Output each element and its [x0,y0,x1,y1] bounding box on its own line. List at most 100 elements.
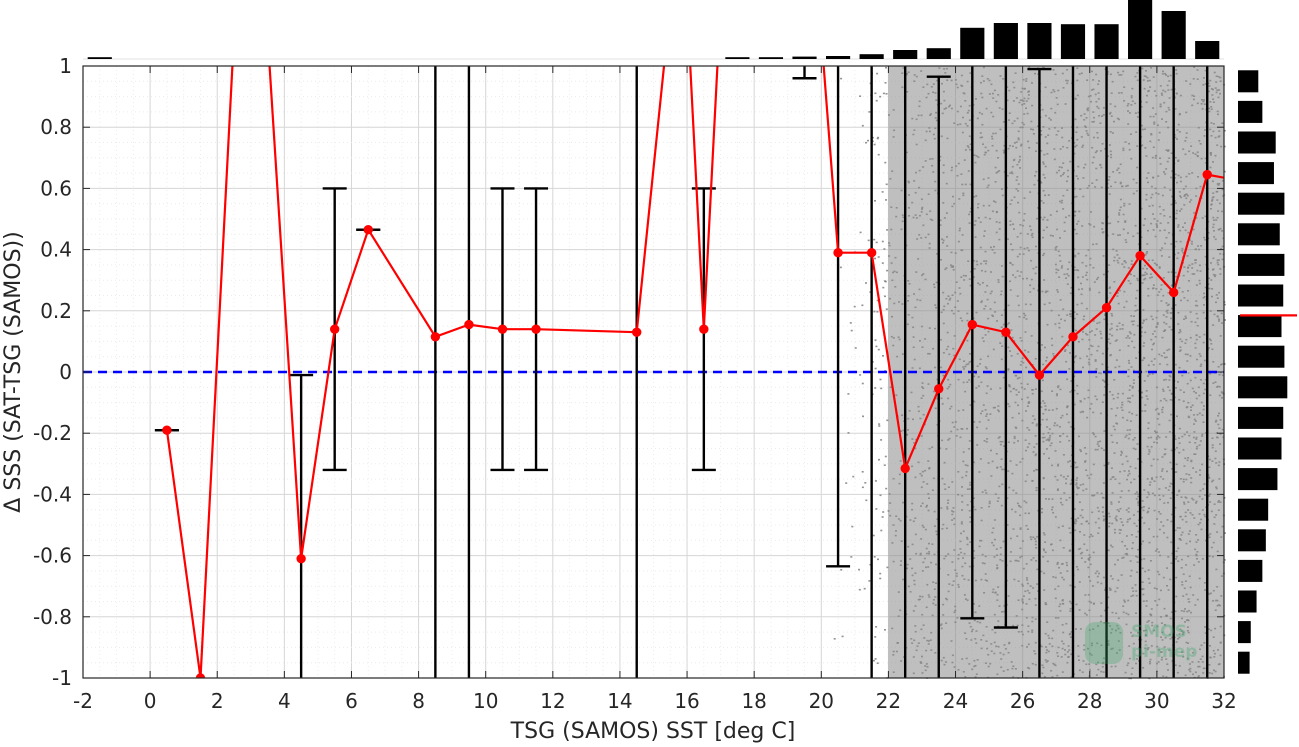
scatter-point [865,141,867,144]
scatter-point [883,248,886,250]
mean-point [833,247,843,258]
top-histogram-bar [926,48,951,59]
scatter-point [879,572,882,575]
scatter-point [881,516,884,518]
scatter-point [853,305,856,308]
right-histogram-bar [1238,70,1259,93]
scatter-point [833,638,836,640]
scatter-point [858,588,861,591]
scatter-point [1223,129,1226,132]
scatter-point [885,183,888,186]
y-axis-label: Δ SSS (SAT-TSG (SAMOS)) [1,231,26,512]
top-histogram-bar [893,50,918,59]
scatter-point [886,229,889,231]
scatter-point [885,66,887,69]
scatter-point [874,257,876,260]
scatter-point [879,494,882,497]
scatter-point [874,480,877,482]
top-histogram-bar [1128,0,1153,59]
mean-point [497,324,508,334]
scatter-point [874,636,877,638]
x-tick-label: 18 [741,689,766,713]
scatter-point [875,241,878,244]
right-histogram-bar [1238,223,1280,246]
scatter-point [867,239,870,242]
mean-point [967,319,978,330]
right-histogram-bar [1238,498,1269,521]
watermark-line2: pi-mep [1131,642,1197,662]
watermark-logo: SMOS pi-mep [1085,622,1197,664]
mean-point [866,247,877,258]
scatter-point [1224,319,1226,321]
scatter-point [880,439,883,441]
x-tick-label: 30 [1144,689,1169,713]
scatter-point [877,348,880,351]
scatter-point [874,367,877,370]
scatter-point [877,558,879,561]
x-tick-label: 2 [211,689,224,713]
right-histogram [1238,70,1297,674]
scatter-point [861,124,864,127]
scatter-point [859,95,862,97]
y-tick-labels: -1 -0.8 -0.6 -0.4 -0.2 0 0.2 0.4 0.6 0.8 1 [33,54,72,690]
scatter-point [840,77,843,80]
mean-point [162,425,172,435]
right-histogram-bar [1238,651,1250,674]
scatter-point [858,568,860,571]
x-tick-label: 12 [540,689,565,713]
scatter-point [876,311,879,313]
top-histogram-bar [725,57,750,59]
right-histogram-bar [1238,376,1288,399]
mean-point [1034,370,1045,380]
scatter-point [864,482,867,484]
ticks [82,65,1225,679]
scatter-point [884,161,887,164]
mean-point [1001,327,1011,337]
scatter-point [876,72,879,75]
right-histogram-bar [1238,590,1257,613]
scatter-point [849,322,852,324]
scatter-point [869,563,872,566]
mean-point [296,553,306,564]
top-histogram-bar [1195,41,1220,59]
scatter-point [854,347,857,349]
mean-point [363,225,373,235]
scatter-point [876,299,879,302]
scatter-point [859,231,862,234]
right-histogram-bar [1238,162,1274,185]
scatter-point [865,282,867,284]
scatter-point [874,658,877,660]
scatter-point [877,256,880,258]
right-histogram-bar [1238,529,1266,552]
y-tick-label: -0.4 [33,482,72,506]
scatter-point [841,635,844,638]
mean-point [1135,251,1145,261]
y-tick-label: 0.4 [40,238,72,262]
scatter-point [884,82,887,84]
x-tick-label: 14 [607,689,632,713]
x-axis-label: TSG (SAMOS) SST [deg C] [510,719,796,744]
right-histogram-bar [1238,621,1251,644]
mean-point [632,327,642,337]
scatter-point [861,304,864,307]
scatter-point [882,286,885,289]
scatter-point [852,475,855,478]
y-tick-label: 0 [59,360,72,384]
right-histogram-bar [1238,192,1285,215]
scatter-point [865,499,868,502]
y-tick-label: -1 [52,666,72,690]
scatter-point [879,378,882,381]
scatter-point [877,153,880,156]
y-tick-label: -0.6 [33,544,72,568]
x-tick-label: 0 [144,689,157,713]
mean-point [1101,303,1112,313]
scatter-point [875,345,878,348]
right-histogram-bar [1238,345,1285,368]
scatter-point [876,137,879,140]
scatter-point [883,464,886,466]
right-histogram-bar [1238,406,1284,429]
top-histogram-bar [87,57,112,59]
scatter-point [872,659,875,662]
scatter-point [885,93,888,95]
